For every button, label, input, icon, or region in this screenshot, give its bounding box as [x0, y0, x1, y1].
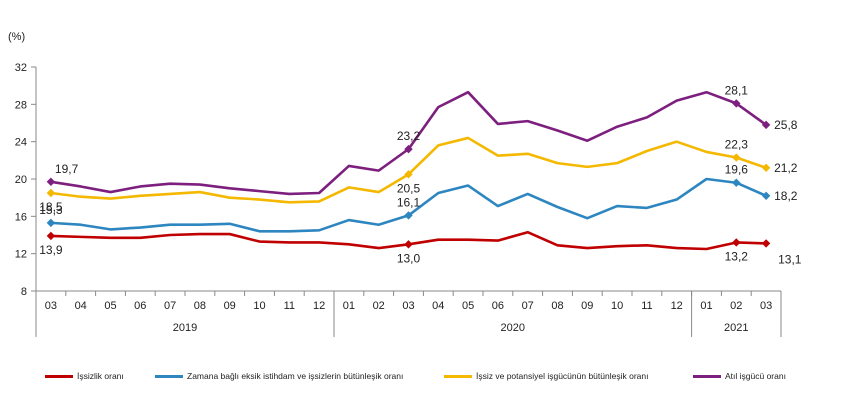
x-tick-label: 12 [313, 300, 325, 312]
y-tick-label: 24 [15, 137, 27, 149]
y-tick-label: 16 [15, 211, 27, 223]
x-tick-label: 09 [224, 300, 236, 312]
data-point-marker [761, 191, 771, 200]
data-label: 16,1 [397, 195, 421, 209]
data-label: 21,2 [774, 161, 798, 175]
data-point-marker [46, 177, 56, 186]
data-label: 19,7 [55, 162, 79, 176]
data-point-marker [732, 99, 741, 108]
chart-axes: (%) 8 12 16 20 24 28 32 03 04 05 06 07 08 09 10 11 12 01 02… [8, 31, 782, 337]
legend-swatch [155, 374, 183, 378]
y-tick-label: 28 [15, 99, 27, 111]
x-tick-label: 12 [671, 300, 683, 312]
x-tick-label: 09 [581, 300, 593, 312]
x-tick-label: 10 [611, 300, 623, 312]
x-tick-label: 06 [492, 300, 504, 312]
legend-label: Zamana bağlı eksik istihdam ve işsizleri… [187, 371, 404, 381]
data-label: 18,2 [774, 189, 798, 203]
data-label: 15,3 [39, 203, 63, 217]
x-tick-label: 01 [700, 300, 712, 312]
data-label: 13,0 [397, 251, 421, 265]
data-label: 20,5 [397, 181, 421, 195]
data-point-marker [46, 218, 56, 228]
x-tick-label: 02 [730, 300, 742, 312]
legend-item: İşsiz ve potansiyel işgücünün bütünleşik… [444, 366, 648, 386]
x-tick-label: 01 [343, 300, 355, 312]
x-tick-label: 03 [760, 300, 772, 312]
chart-series [46, 90, 771, 251]
x-tick-label: 05 [462, 300, 474, 312]
y-tick-label: 20 [15, 174, 27, 186]
legend-label: İşsiz ve potansiyel işgücünün bütünleşik… [476, 371, 649, 381]
x-tick-label: 05 [104, 300, 116, 312]
x-tick-label: 03 [402, 300, 414, 312]
legend-item: Atıl işgücü oranı [693, 366, 786, 386]
data-point-marker [761, 239, 771, 248]
data-label: 28,1 [725, 83, 749, 97]
chart-legend: İşsizlik oranı Zamana bağlı eksik istihda… [0, 366, 850, 386]
x-tick-label: 08 [551, 300, 563, 312]
data-point-marker [732, 178, 741, 187]
year-label: 2020 [501, 322, 525, 334]
data-point-marker [46, 231, 56, 241]
data-point-marker [732, 238, 741, 247]
x-tick-label: 02 [373, 300, 385, 312]
y-tick-label: 32 [15, 62, 27, 74]
chart-data-labels: 13,9 13,0 13,2 13,1 15,3 16,1 19,6 18,2 18,5 20,5… [39, 83, 802, 266]
legend-swatch [444, 374, 472, 378]
x-tick-label: 08 [194, 300, 206, 312]
legend-swatch [693, 374, 721, 378]
legend-item: Zamana bağlı eksik istihdam ve işsizleri… [155, 366, 403, 386]
data-label: 18,5 [39, 200, 63, 214]
data-label: 13,2 [725, 249, 749, 263]
x-tick-label: 04 [75, 300, 87, 312]
data-point-marker [404, 170, 413, 179]
x-tick-label: 03 [45, 300, 57, 312]
x-tick-label: 11 [641, 300, 652, 312]
y-tick-label: 12 [15, 249, 27, 261]
x-tick-label: 07 [164, 300, 176, 312]
data-label: 19,6 [725, 163, 749, 177]
x-tick-label: 10 [253, 300, 265, 312]
x-tick-label: 04 [432, 300, 444, 312]
y-tick-label: 8 [21, 286, 27, 298]
data-point-marker [761, 120, 771, 130]
year-label: 2021 [724, 322, 748, 334]
data-label: 25,8 [774, 118, 798, 132]
data-point-marker [404, 211, 413, 220]
legend-label: İşsizlik oranı [77, 371, 124, 381]
x-tick-label: 06 [134, 300, 146, 312]
data-point-marker [761, 163, 771, 172]
data-label: 13,9 [39, 243, 63, 257]
data-point-marker [404, 240, 413, 249]
line-chart: (%) 8 12 16 20 24 28 32 03 04 05 06 07 08 09 10 11 12 01 02… [8, 31, 802, 337]
data-point-marker [46, 188, 56, 198]
data-point-marker [732, 153, 741, 162]
year-label: 2019 [173, 322, 197, 334]
legend-item: İşsizlik oranı [45, 366, 124, 386]
data-point-marker [404, 144, 413, 154]
unit-label: (%) [8, 31, 25, 43]
data-label: 23,2 [397, 129, 421, 143]
legend-label: Atıl işgücü oranı [725, 371, 786, 381]
data-label: 22,3 [725, 138, 749, 152]
data-label: 13,1 [778, 252, 802, 266]
legend-swatch [45, 374, 73, 378]
x-tick-label: 11 [284, 300, 295, 312]
x-tick-label: 07 [522, 300, 534, 312]
